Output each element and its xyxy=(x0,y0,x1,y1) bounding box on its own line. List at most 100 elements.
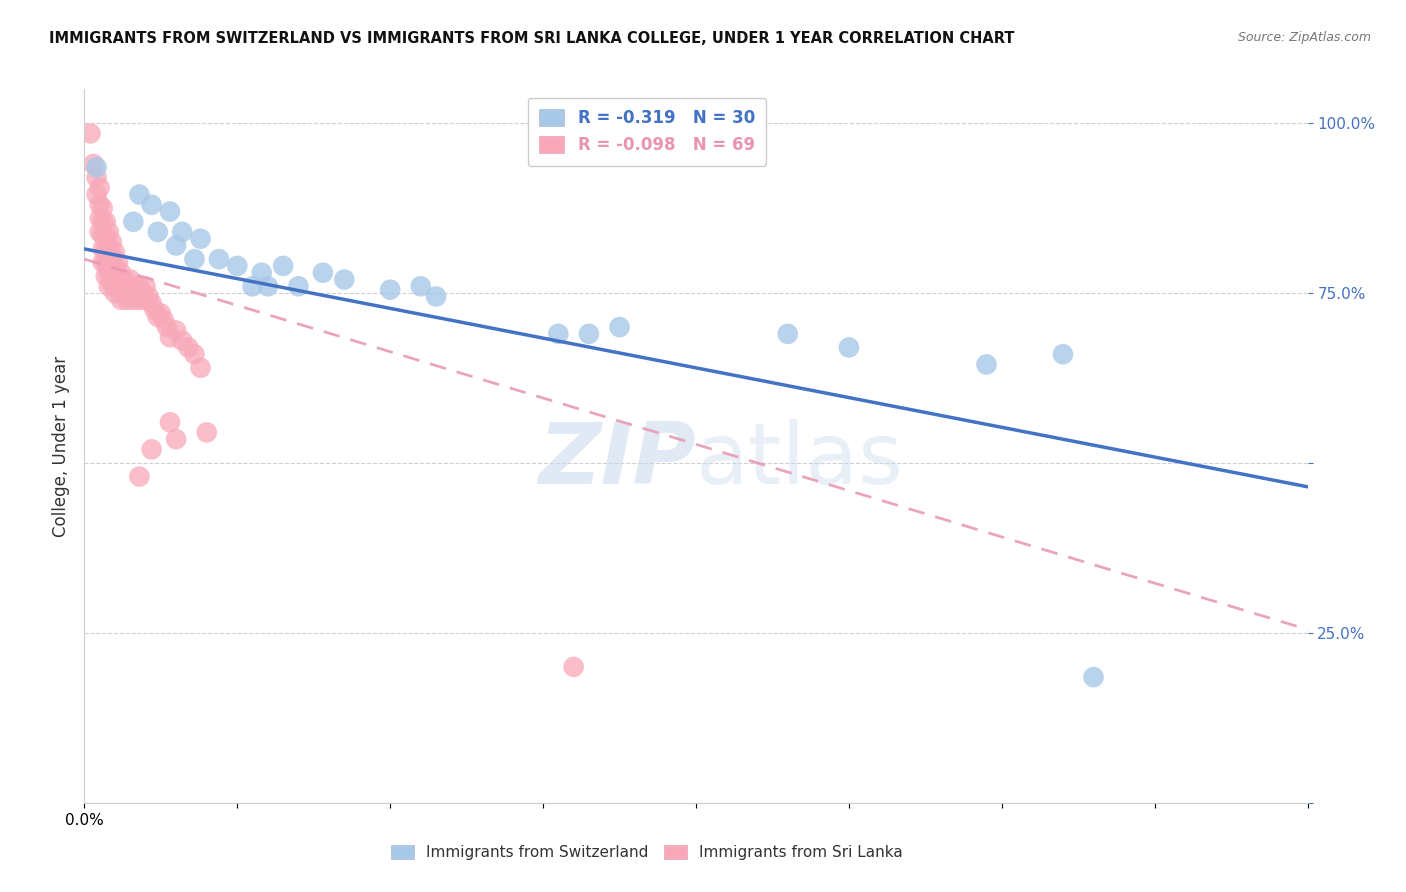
Point xyxy=(271,259,294,273)
Point xyxy=(195,425,218,440)
Point xyxy=(94,242,117,256)
Point xyxy=(190,232,212,246)
Point xyxy=(94,255,117,269)
Point xyxy=(115,293,138,307)
Text: Source: ZipAtlas.com: Source: ZipAtlas.com xyxy=(1237,31,1371,45)
Point xyxy=(287,279,309,293)
Point xyxy=(94,228,117,243)
Point xyxy=(177,341,200,355)
Point xyxy=(149,306,172,320)
Point xyxy=(89,225,111,239)
Point xyxy=(104,245,127,260)
Point xyxy=(101,235,124,249)
Point xyxy=(110,279,132,293)
Point xyxy=(91,201,114,215)
Point xyxy=(156,320,179,334)
Point xyxy=(190,360,212,375)
Point xyxy=(547,326,569,341)
Point xyxy=(226,259,249,273)
Point xyxy=(208,252,231,266)
Point xyxy=(94,215,117,229)
Point xyxy=(110,293,132,307)
Point xyxy=(153,313,176,327)
Point xyxy=(112,286,135,301)
Text: ZIP: ZIP xyxy=(538,418,696,502)
Point xyxy=(183,252,205,266)
Point xyxy=(89,198,111,212)
Point xyxy=(122,215,145,229)
Point xyxy=(97,252,120,266)
Point xyxy=(141,198,163,212)
Point xyxy=(1052,347,1074,361)
Point xyxy=(97,279,120,293)
Point xyxy=(141,442,163,457)
Point xyxy=(1083,670,1105,684)
Point xyxy=(104,272,127,286)
Point xyxy=(242,279,264,293)
Point xyxy=(91,228,114,243)
Point xyxy=(159,204,181,219)
Point xyxy=(146,225,169,239)
Point xyxy=(562,660,585,674)
Point xyxy=(120,286,142,301)
Point xyxy=(165,432,187,446)
Point xyxy=(91,255,114,269)
Point xyxy=(776,326,799,341)
Point xyxy=(101,262,124,277)
Y-axis label: College, Under 1 year: College, Under 1 year xyxy=(52,355,70,537)
Point xyxy=(141,296,163,310)
Point xyxy=(94,269,117,284)
Point xyxy=(86,161,108,175)
Point xyxy=(333,272,356,286)
Point xyxy=(165,323,187,337)
Text: atlas: atlas xyxy=(696,418,904,502)
Point xyxy=(97,266,120,280)
Point xyxy=(110,266,132,280)
Point xyxy=(165,238,187,252)
Point xyxy=(172,334,194,348)
Text: IMMIGRANTS FROM SWITZERLAND VS IMMIGRANTS FROM SRI LANKA COLLEGE, UNDER 1 YEAR C: IMMIGRANTS FROM SWITZERLAND VS IMMIGRANT… xyxy=(49,31,1015,46)
Point xyxy=(83,157,105,171)
Point xyxy=(838,341,860,355)
Point xyxy=(135,293,157,307)
Point xyxy=(120,272,142,286)
Point xyxy=(89,180,111,194)
Point xyxy=(425,289,447,303)
Point xyxy=(91,215,114,229)
Point xyxy=(101,249,124,263)
Point xyxy=(143,303,166,318)
Point xyxy=(107,269,129,284)
Point xyxy=(609,320,631,334)
Point xyxy=(250,266,273,280)
Point xyxy=(128,279,150,293)
Point xyxy=(135,279,157,293)
Point xyxy=(122,293,145,307)
Point xyxy=(112,272,135,286)
Point xyxy=(104,259,127,273)
Point xyxy=(107,255,129,269)
Point xyxy=(91,242,114,256)
Point xyxy=(122,279,145,293)
Point xyxy=(146,310,169,324)
Point xyxy=(183,347,205,361)
Point xyxy=(159,415,181,429)
Point xyxy=(128,187,150,202)
Point xyxy=(86,170,108,185)
Point xyxy=(125,286,148,301)
Legend: Immigrants from Switzerland, Immigrants from Sri Lanka: Immigrants from Switzerland, Immigrants … xyxy=(385,839,910,866)
Point xyxy=(128,293,150,307)
Point xyxy=(138,289,160,303)
Point xyxy=(976,358,998,372)
Point xyxy=(159,330,181,344)
Point xyxy=(97,225,120,239)
Point xyxy=(312,266,335,280)
Point xyxy=(409,279,432,293)
Point xyxy=(131,286,153,301)
Point xyxy=(578,326,600,341)
Point xyxy=(257,279,280,293)
Point xyxy=(104,286,127,301)
Point xyxy=(128,469,150,483)
Point xyxy=(101,276,124,290)
Point xyxy=(79,127,101,141)
Point xyxy=(86,187,108,202)
